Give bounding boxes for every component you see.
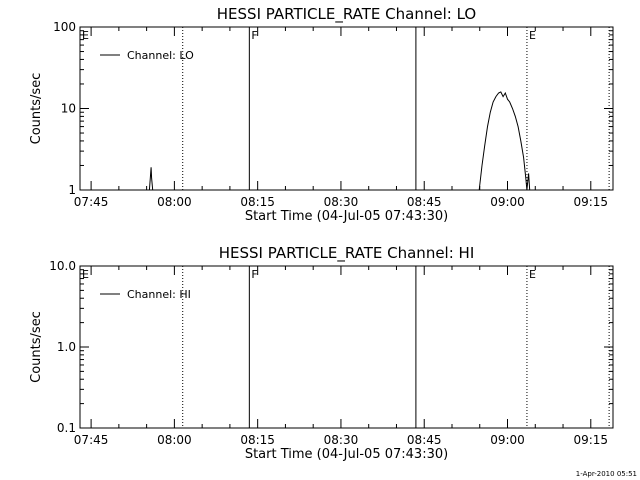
footer-timestamp: 1-Apr-2010 05:51 <box>576 470 637 478</box>
legend-entry: Channel: HI <box>127 288 191 301</box>
y-axis-label: Counts/sec <box>29 73 44 145</box>
x-tick-label: 09:15 <box>573 195 608 209</box>
x-tick-label: 07:45 <box>74 433 109 447</box>
x-tick-label: 08:00 <box>157 195 192 209</box>
chart-title: HESSI PARTICLE_RATE Channel: HI <box>219 244 475 263</box>
series-line <box>478 91 531 191</box>
x-tick-label: 09:15 <box>573 433 608 447</box>
y-axis-label: Counts/sec <box>29 311 44 383</box>
x-axis-label: Start Time (04-Jul-05 07:43:30) <box>245 209 448 224</box>
event-marker-label: E <box>529 29 536 42</box>
x-tick-label: 07:45 <box>74 195 109 209</box>
series-line <box>148 167 154 191</box>
hi-channel-panel: HESSI PARTICLE_RATE Channel: HI 07:45 08:0… <box>29 244 614 462</box>
y-tick-label: 1.0 <box>57 340 76 354</box>
event-marker-label: E <box>529 268 536 281</box>
x-tick-label: 08:30 <box>324 433 359 447</box>
x-tick-label: 08:30 <box>324 195 359 209</box>
event-marker-label: E <box>82 268 89 281</box>
x-tick-label: 09:00 <box>490 433 525 447</box>
x-tick-label: 08:15 <box>240 433 275 447</box>
x-tick-label: 09:00 <box>490 195 525 209</box>
y-tick-label: 0.1 <box>57 421 76 435</box>
event-marker-label: F <box>251 29 257 42</box>
event-marker-label: F <box>251 268 257 281</box>
x-tick-label: 08:00 <box>157 433 192 447</box>
y-tick-label: 10 <box>61 102 76 116</box>
event-marker-label: E <box>82 29 89 42</box>
legend-entry: Channel: LO <box>127 49 194 62</box>
y-tick-label: 10.0 <box>49 259 76 273</box>
x-tick-label: 08:45 <box>407 433 442 447</box>
chart-title: HESSI PARTICLE_RATE Channel: LO <box>217 5 476 24</box>
y-tick-label: 100 <box>53 20 76 34</box>
x-axis-label: Start Time (04-Jul-05 07:43:30) <box>245 447 448 462</box>
lo-channel-panel: HESSI PARTICLE_RATE Channel: LO 07:45 08:0… <box>29 5 614 224</box>
x-tick-label: 08:15 <box>240 195 275 209</box>
y-tick-label: 1 <box>68 183 76 197</box>
x-tick-label: 08:45 <box>407 195 442 209</box>
